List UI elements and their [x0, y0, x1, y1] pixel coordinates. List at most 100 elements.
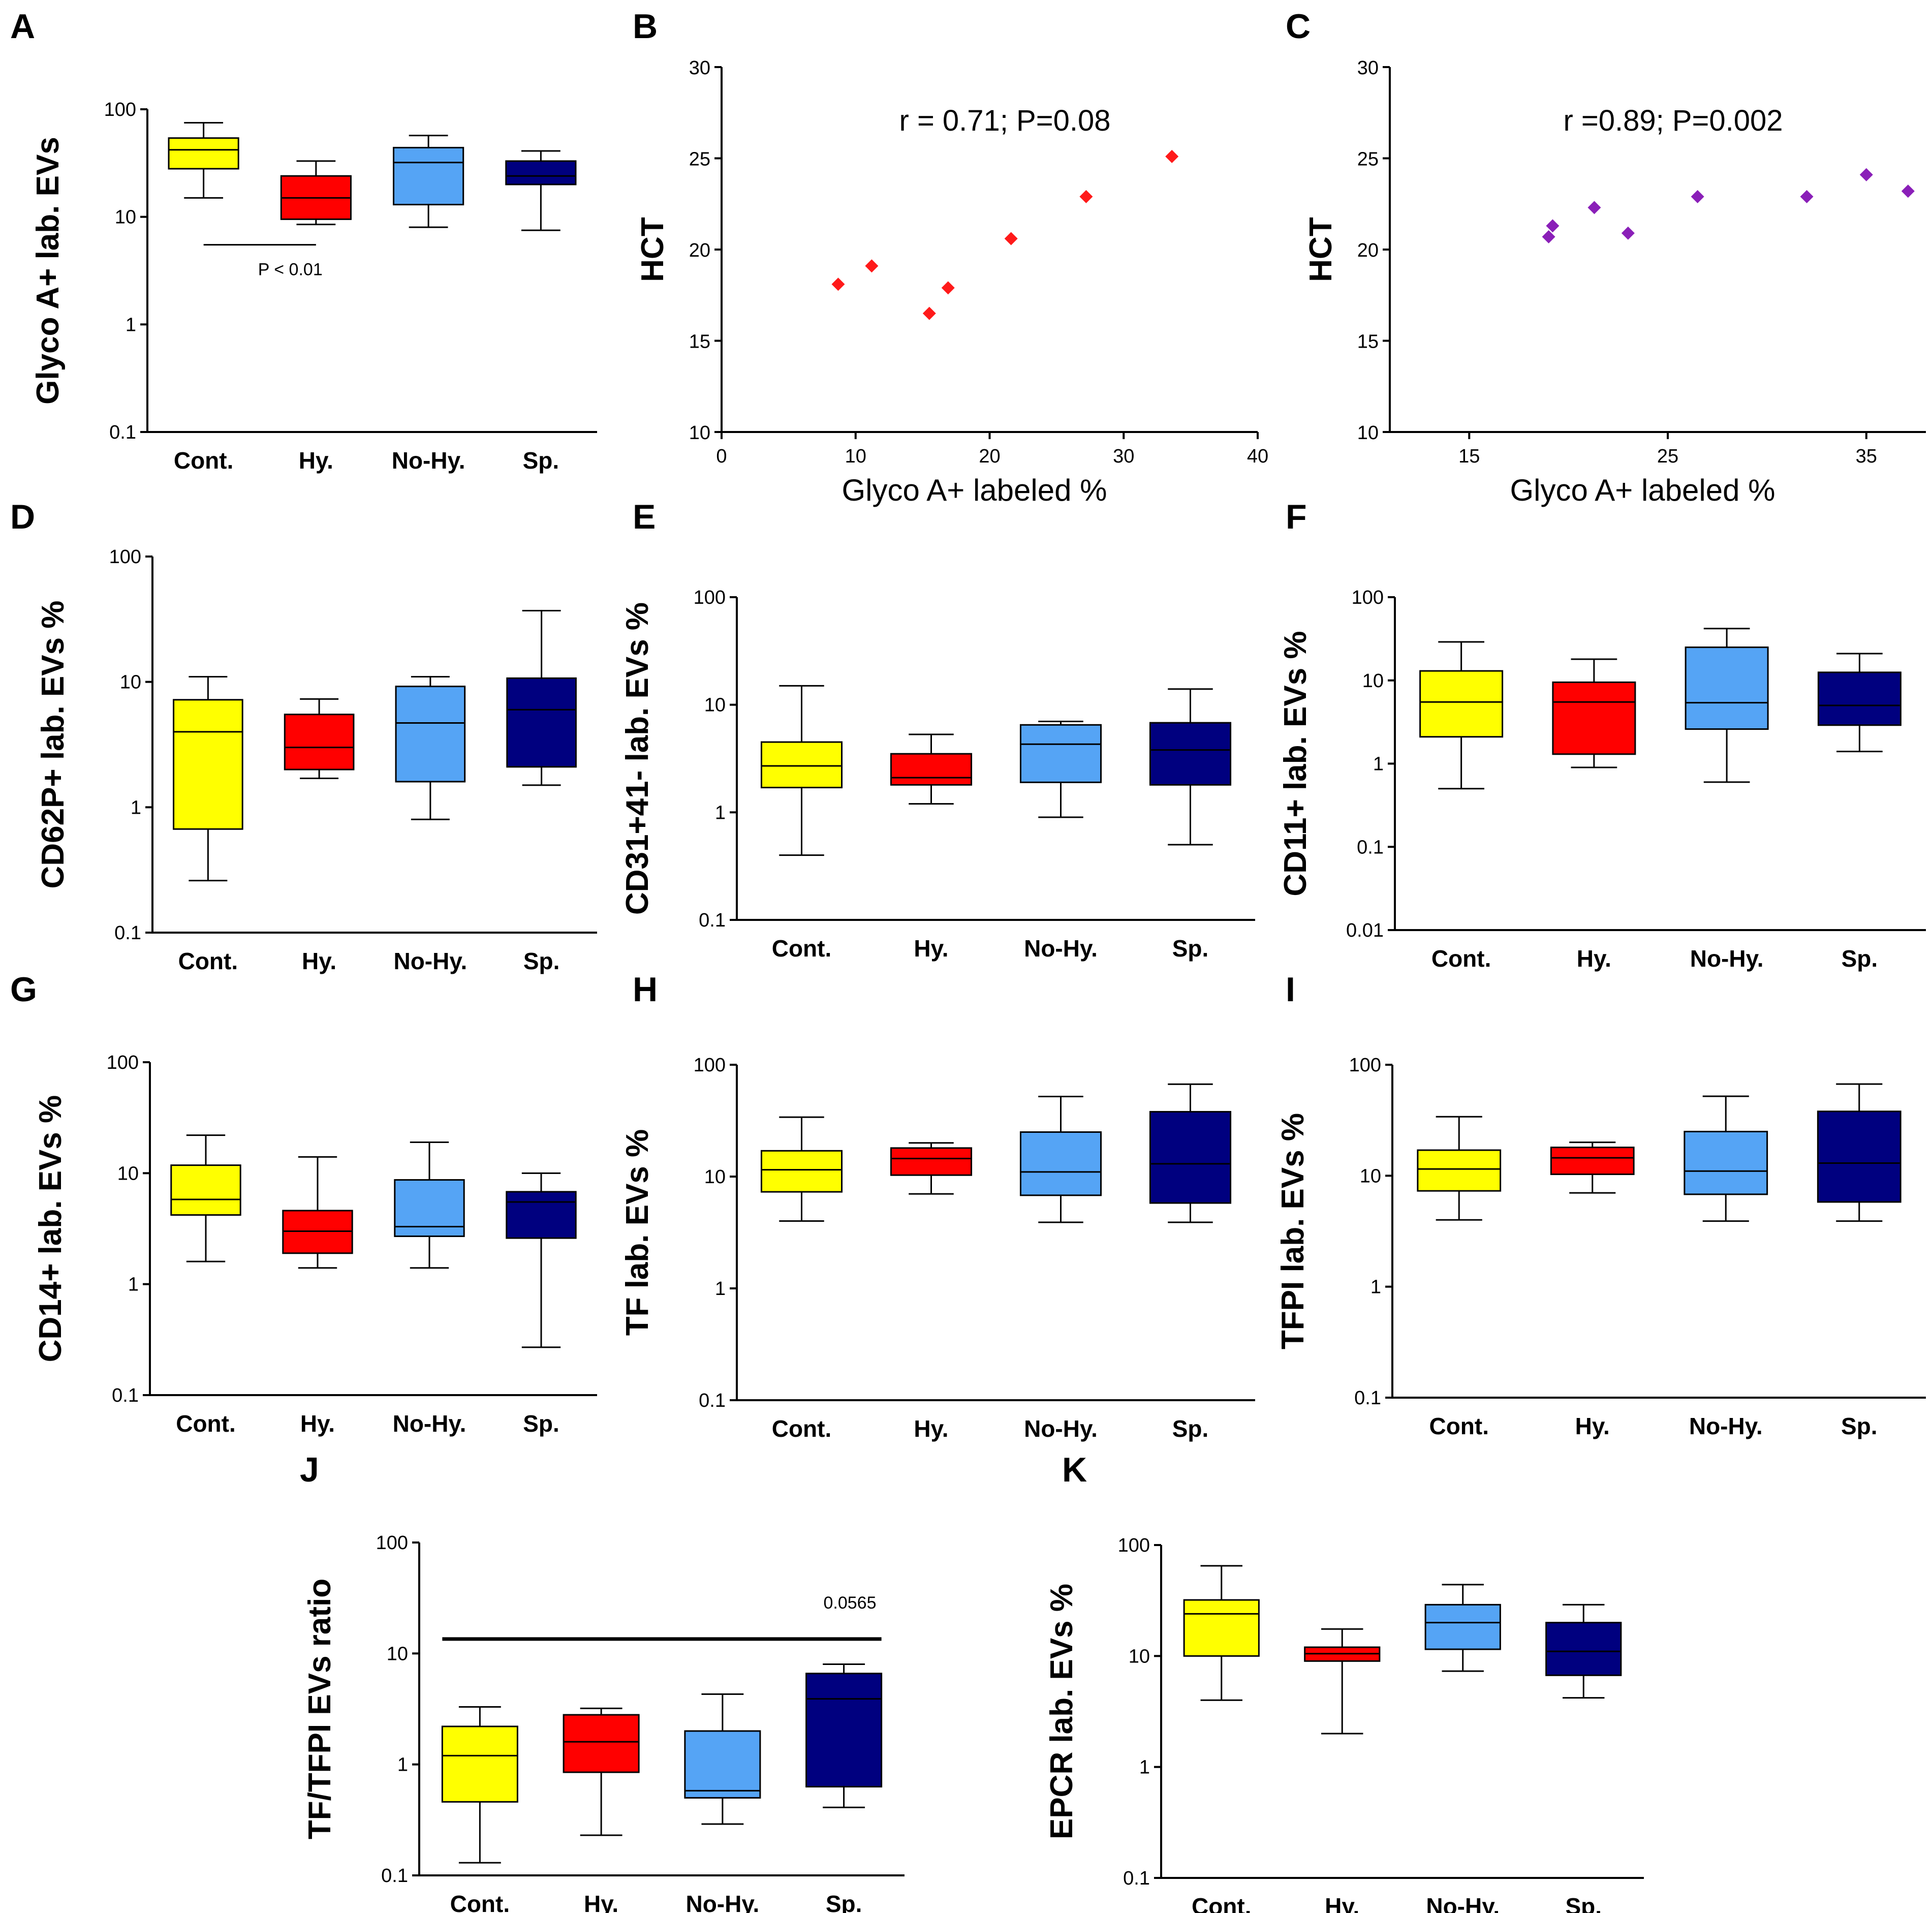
iqr-box [760, 741, 843, 789]
iqr-box [1149, 722, 1232, 786]
box-nohy [393, 135, 464, 228]
box-nohy [1019, 720, 1102, 818]
box-cont [168, 121, 239, 199]
y-tick-label: 0.1 [1123, 1868, 1150, 1889]
significance-text: 0.0565 [824, 1593, 877, 1613]
category-label: Sp. [523, 447, 559, 474]
iqr-box [684, 1730, 761, 1799]
iqr-box [1149, 1110, 1232, 1204]
category-label: Hy. [1325, 1893, 1359, 1913]
box-nohy [395, 675, 466, 820]
panel-g: G 0.1 1 10 100 Cont. Hy. No-Hy. Sp. CD14+ lab. EV… [10, 970, 597, 1437]
iqr-box [890, 753, 973, 786]
category-label: Sp. [826, 1891, 862, 1913]
data-point [1691, 190, 1704, 203]
y-tick-label: 30 [1357, 57, 1379, 79]
data-point [1859, 168, 1873, 181]
panel-b: B 10 15 20 25 30 0 10 20 30 40 HCT Glyco A+ labeled … [633, 7, 1268, 507]
y-tick-label: 100 [1352, 587, 1384, 608]
x-tick-label: 35 [1856, 446, 1877, 467]
category-label: No-Hy. [685, 1891, 759, 1913]
y-axis-title: CD11+ lab. EVs % [1278, 631, 1313, 896]
y-tick-label: 100 [376, 1532, 408, 1554]
category-label: Sp. [1842, 945, 1878, 972]
data-point [941, 281, 955, 295]
box-hy [563, 1707, 640, 1836]
panel-c: C 10 15 20 25 30 15 25 35 HCT Glyco A+ labeled % r … [1286, 7, 1926, 507]
category-label: No-Hy. [1024, 935, 1098, 962]
box-sp [1817, 1083, 1902, 1222]
y-tick-label: 1 [131, 797, 141, 818]
iqr-box [284, 714, 355, 770]
iqr-box [441, 1725, 518, 1803]
panel-letter: H [633, 970, 658, 1009]
box-cont [170, 1134, 241, 1262]
panel-d: D 0.1 1 10 100 Cont. Hy. No-Hy. Sp. CD62P+ lab. E… [10, 498, 597, 974]
box-hy [890, 1142, 973, 1195]
box-nohy [394, 1141, 465, 1269]
iqr-box [1545, 1622, 1622, 1676]
panel-letter: C [1286, 7, 1311, 46]
box-hy [1552, 658, 1636, 768]
data-point [1004, 232, 1018, 245]
iqr-box [1183, 1599, 1260, 1657]
y-tick-label: 10 [387, 1643, 408, 1664]
box-sp [506, 1172, 577, 1348]
panel-letter: I [1286, 970, 1295, 1009]
category-label: Hy. [1575, 1413, 1610, 1439]
x-axis-title: Glyco A+ labeled % [1510, 473, 1775, 507]
data-point [1542, 230, 1555, 243]
category-label: Hy. [302, 948, 336, 974]
panel-f: F 0.01 0.1 1 10 100 Cont. Hy. No-Hy. Sp. CD11+ lab… [1278, 498, 1926, 972]
panel-letter: A [10, 7, 35, 46]
box-sp [506, 610, 577, 786]
y-tick-label: 20 [689, 240, 710, 261]
y-axis-title: TF/TFPI EVs ratio [302, 1579, 337, 1839]
category-label: Hy. [914, 1415, 948, 1442]
category-label: No-Hy. [1689, 1413, 1763, 1439]
iqr-box [805, 1673, 883, 1787]
y-tick-label: 0.1 [1354, 1387, 1381, 1409]
y-tick-label: 10 [117, 1163, 139, 1184]
category-label: Sp. [523, 948, 560, 974]
panel-letter: G [10, 970, 37, 1009]
category-label: Hy. [1577, 945, 1611, 972]
iqr-box [760, 1150, 843, 1193]
y-tick-label: 10 [1360, 1165, 1381, 1187]
y-tick-label: 10 [1129, 1646, 1150, 1667]
panel-h: H 0.1 1 10 100 Cont. Hy. No-Hy. Sp. TF lab. EVs % [620, 970, 1255, 1442]
box-cont [760, 685, 843, 856]
y-axis-title: HCT [635, 217, 670, 282]
y-tick-label: 100 [104, 99, 136, 120]
iqr-box [170, 1164, 241, 1216]
category-label: Sp. [1172, 1415, 1209, 1442]
y-tick-label: 1 [715, 802, 726, 823]
y-tick-label: 100 [694, 587, 726, 608]
data-point [865, 259, 879, 273]
y-tick-label: 1 [1370, 1277, 1381, 1298]
category-label: Cont. [772, 935, 832, 962]
box-hy [282, 1156, 353, 1269]
y-tick-label: 100 [694, 1055, 726, 1076]
box-sp [1149, 1083, 1232, 1223]
y-axis-title: Glyco A+ lab. EVs [30, 137, 66, 405]
box-sp [505, 150, 577, 231]
x-tick-label: 10 [845, 446, 866, 467]
category-label: No-Hy. [1690, 945, 1764, 972]
category-label: Sp. [523, 1410, 559, 1437]
y-tick-label: 1 [397, 1754, 408, 1776]
box-hy [1550, 1141, 1635, 1194]
y-tick-label: 20 [1357, 240, 1379, 261]
y-tick-label: 1 [1139, 1757, 1150, 1778]
y-tick-label: 0.1 [1357, 837, 1384, 858]
y-axis-title: TFPI lab. EVs % [1275, 1113, 1311, 1349]
y-tick-label: 15 [689, 331, 710, 353]
x-tick-label: 40 [1247, 446, 1268, 467]
category-label: Hy. [300, 1410, 335, 1437]
category-label: Sp. [1841, 1413, 1878, 1439]
box-cont [760, 1116, 843, 1222]
y-axis-title: HCT [1303, 217, 1338, 282]
iqr-box [1019, 724, 1102, 783]
y-tick-label: 100 [109, 546, 141, 568]
